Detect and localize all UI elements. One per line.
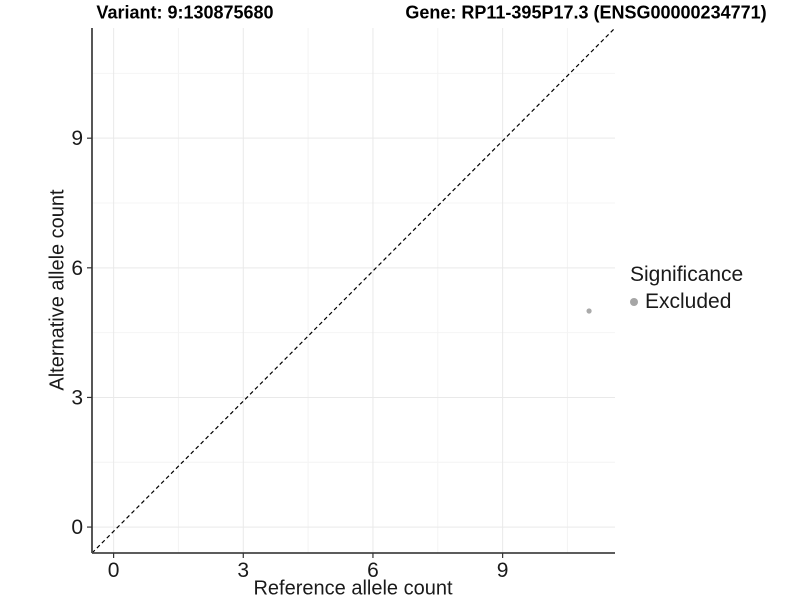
legend: Significance Excluded bbox=[630, 263, 743, 313]
y-tick-label: 0 bbox=[71, 516, 83, 539]
legend-title: Significance bbox=[630, 263, 744, 286]
y-tick-label: 6 bbox=[71, 257, 83, 280]
plot-title-gene: Gene: RP11-395P17.3 (ENSG00000234771) bbox=[405, 2, 767, 23]
x-axis-title: Reference allele count bbox=[253, 577, 453, 600]
x-tick-label: 6 bbox=[367, 559, 379, 582]
identity-dashed-line bbox=[91, 27, 616, 554]
x-tick-label: 0 bbox=[108, 559, 120, 582]
x-tick-label: 3 bbox=[237, 559, 249, 582]
legend-point-icon bbox=[630, 297, 638, 306]
legend-item-label: Excluded bbox=[645, 290, 732, 313]
x-tick-label: 9 bbox=[497, 559, 509, 582]
plot-title-variant: Variant: 9:130875680 bbox=[96, 2, 274, 23]
y-tick-label: 9 bbox=[71, 127, 83, 150]
y-tick-label: 3 bbox=[71, 386, 83, 409]
data-point bbox=[586, 308, 592, 314]
legend-item-excluded: Excluded bbox=[630, 290, 743, 313]
y-axis-title: Alternative allele count bbox=[46, 189, 69, 391]
